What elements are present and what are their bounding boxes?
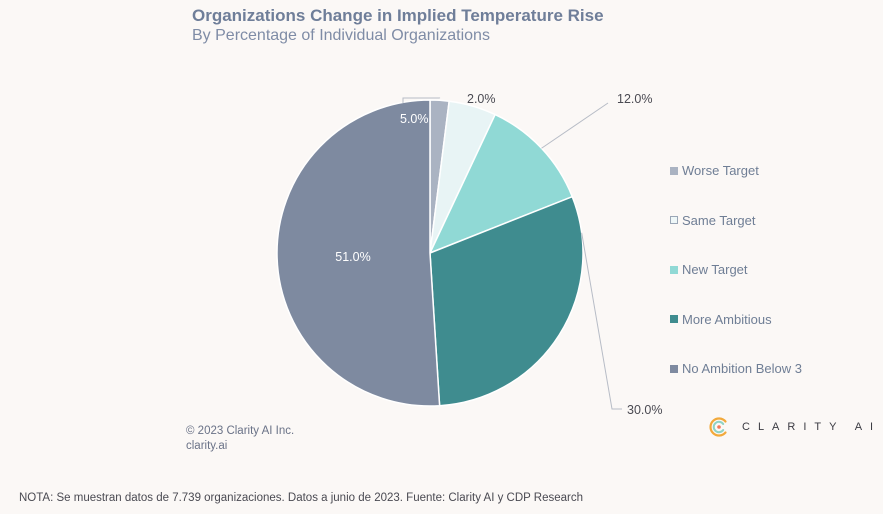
- leader-line-new-target: [541, 102, 609, 149]
- legend-label: New Target: [682, 262, 748, 278]
- legend-label: Worse Target: [682, 163, 759, 179]
- data-label-no-ambition: 51.0%: [335, 250, 370, 264]
- legend-item-same-target: Same Target: [670, 196, 802, 246]
- leader-line-more-ambitious: [581, 232, 622, 410]
- legend-swatch: [670, 265, 678, 274]
- legend-item-more-ambitious: More Ambitious: [670, 295, 802, 345]
- legend-item-no-ambition: No Ambition Below 3: [670, 344, 802, 394]
- legend-label: More Ambitious: [682, 311, 772, 327]
- clarity-logo-icon: [709, 417, 727, 437]
- data-label-more-ambitious: 30.0%: [627, 403, 662, 417]
- legend: Worse Target Same Target New Target More…: [670, 146, 802, 394]
- footnote: NOTA: Se muestran datos de 7.739 organiz…: [19, 492, 584, 504]
- data-label-new-target: 12.0%: [617, 92, 652, 106]
- legend-swatch: [670, 364, 678, 373]
- website-text: clarity.ai: [186, 440, 228, 452]
- legend-item-new-target: New Target: [670, 245, 802, 295]
- legend-label: No Ambition Below 3: [682, 361, 802, 377]
- chart-subtitle: By Percentage of Individual Organization…: [192, 27, 490, 44]
- leader-line-worse-target: [402, 97, 441, 103]
- legend-swatch: [670, 166, 678, 175]
- legend-swatch: [670, 315, 678, 324]
- legend-swatch: [670, 216, 678, 225]
- slice-more-ambitious: [429, 195, 584, 407]
- data-label-same-target: 5.0%: [400, 112, 429, 126]
- copyright-block: © 2023 Clarity AI Inc. clarity.ai: [186, 424, 294, 454]
- chart-title: Organizations Change in Implied Temperat…: [192, 6, 604, 25]
- slice-no-ambition: [276, 99, 441, 407]
- legend-label: Same Target: [682, 212, 756, 228]
- data-label-worse-target: 2.0%: [467, 92, 496, 106]
- copyright-text: © 2023 Clarity AI Inc.: [186, 425, 295, 437]
- logo-text: CLARITY AI: [742, 421, 882, 433]
- legend-item-worse-target: Worse Target: [670, 146, 802, 196]
- clarity-logo: CLARITY AI: [708, 416, 881, 438]
